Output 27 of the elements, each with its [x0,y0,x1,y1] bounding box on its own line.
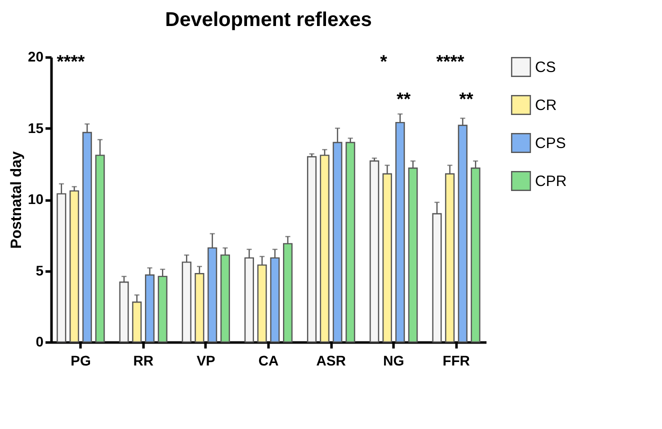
y-tick-label: 0 [36,334,44,350]
x-tick-label: RR [133,352,154,368]
y-tick-label: 15 [28,120,44,136]
annotation: ** [396,88,411,109]
y-axis-title: Postnatal day [8,150,25,249]
bar [307,156,317,343]
legend-label: CS [535,59,556,76]
annotation: **** [56,52,85,72]
legend-label: CR [535,97,557,114]
x-tick-label: FFR [442,352,470,368]
x-tick-label: CA [258,352,279,368]
bar [370,160,380,343]
bar [346,142,356,343]
annotation: * [380,52,388,72]
legend-label: CPR [535,173,567,190]
y-tick-label: 20 [28,48,44,64]
chart-title: Development reflexes [165,9,372,31]
x-tick-label: ASR [316,352,346,368]
bar [70,190,80,343]
x-tick-label: NG [383,352,404,368]
y-tick-label: 10 [28,191,44,207]
x-tick-label: PG [70,352,91,368]
x-tick-label: VP [196,352,216,368]
legend-label: CPS [535,135,566,152]
y-tick-label: 5 [36,262,44,278]
annotation: **** [436,52,464,72]
annotation: ** [459,88,474,109]
